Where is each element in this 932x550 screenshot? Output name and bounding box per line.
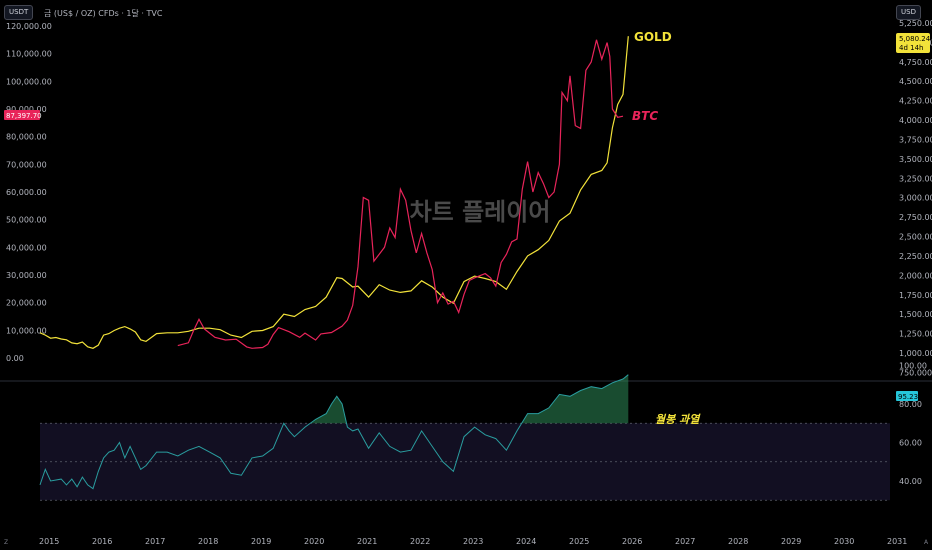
btc-tick-label: 50,000.00 [6,216,47,225]
time-axis: 2015 2016 2017 2018 2019 2020 2021 2022 2023 2024… [39,537,907,546]
gold-price-value: 5,080.240 [899,35,932,43]
x-tick-label: 2016 [92,537,112,546]
gold-tick-label: 1,750.000 [899,291,932,300]
rsi-value-badge: 95.23 [896,391,918,401]
rsi-overheat-note: 월봉 과열 [655,413,701,426]
x-tick-label: 2030 [834,537,854,546]
x-tick-label: 2019 [251,537,271,546]
x-tick-label: 2021 [357,537,377,546]
btc-tick-label: 60,000.00 [6,188,47,197]
gold-tick-label: 3,000.000 [899,194,932,203]
gold-tick-label: 1,000.000 [899,349,932,358]
btc-tick-label: 40,000.00 [6,243,47,252]
x-tick-label: 2022 [410,537,430,546]
btc-price-value: 87,397.70 [6,112,42,120]
watermark: 차트 플레이어 [410,198,551,226]
btc-series-label: BTC [632,109,658,123]
x-tick-label: 2024 [516,537,536,546]
x-tick-label: 2027 [675,537,695,546]
rsi-line [39,374,629,490]
left-currency-button[interactable]: USDT [4,5,34,20]
rsi-value: 95.23 [898,393,918,401]
x-tick-label: 2018 [198,537,218,546]
btc-line [177,39,624,349]
gold-tick-label: 3,500.000 [899,155,932,164]
btc-tick-label: 20,000.00 [6,299,47,308]
gold-countdown: 4d 14h [899,44,923,52]
gold-tick-label: 4,000.000 [899,116,932,125]
btc-price-axis: 120,000.00110,000.00100,000.0090,000.008… [6,22,52,363]
gold-tick-label: 4,500.000 [899,77,932,86]
x-tick-label: 2026 [622,537,642,546]
gold-tick-label: 750.000 [899,368,932,377]
gold-tick-label: 4,750.000 [899,58,932,67]
gold-line [39,36,629,349]
gold-series-label: GOLD [634,30,672,44]
gold-tick-label: 3,250.000 [899,174,932,183]
rsi-overbought-fill [521,374,629,424]
rsi-tick-label: 40.00 [899,477,922,486]
btc-price-badge: 87,397.70 [4,110,42,120]
gold-tick-label: 4,250.000 [899,97,932,106]
btc-tick-label: 30,000.00 [6,271,47,280]
x-tick-label: 2023 [463,537,483,546]
gold-price-badge: 5,080.240 4d 14h [896,33,932,53]
gold-tick-label: 1,250.000 [899,330,932,339]
btc-tick-label: 120,000.00 [6,22,52,31]
gold-tick-label: 2,750.000 [899,213,932,222]
gold-tick-label: 2,250.000 [899,252,932,261]
x-tick-label: 2020 [304,537,324,546]
x-tick-label: 2015 [39,537,59,546]
gold-tick-label: 5,250.000 [899,19,932,28]
zoom-icon[interactable]: Z [4,539,8,546]
gold-tick-label: 1,500.000 [899,310,932,319]
auto-scale-icon[interactable]: A [924,539,929,546]
x-tick-label: 2025 [569,537,589,546]
btc-tick-label: 100,000.00 [6,77,52,86]
rsi-pane: 100.00 80.00 60.00 40.00 [39,362,927,501]
rsi-tick-label: 100.00 [899,362,927,371]
btc-tick-label: 0.00 [6,354,24,363]
x-tick-label: 2031 [887,537,907,546]
rsi-tick-label: 60.00 [899,439,922,448]
right-currency-button[interactable]: USD [896,5,921,20]
gold-tick-label: 2,000.000 [899,271,932,280]
btc-tick-label: 10,000.00 [6,326,47,335]
btc-tick-label: 70,000.00 [6,160,47,169]
rsi-tick-label: 80.00 [899,400,922,409]
btc-tick-label: 80,000.00 [6,133,47,142]
series-layer [39,36,629,349]
x-tick-label: 2017 [145,537,165,546]
x-tick-label: 2029 [781,537,801,546]
symbol-title: 금 (US$ / OZ) CFDs · 1달 · TVC [44,9,163,18]
gold-tick-label: 2,500.000 [899,233,932,242]
btc-tick-label: 90,000.00 [6,105,47,114]
gold-tick-label: 3,750.000 [899,135,932,144]
x-tick-label: 2028 [728,537,748,546]
btc-tick-label: 110,000.00 [6,50,52,59]
